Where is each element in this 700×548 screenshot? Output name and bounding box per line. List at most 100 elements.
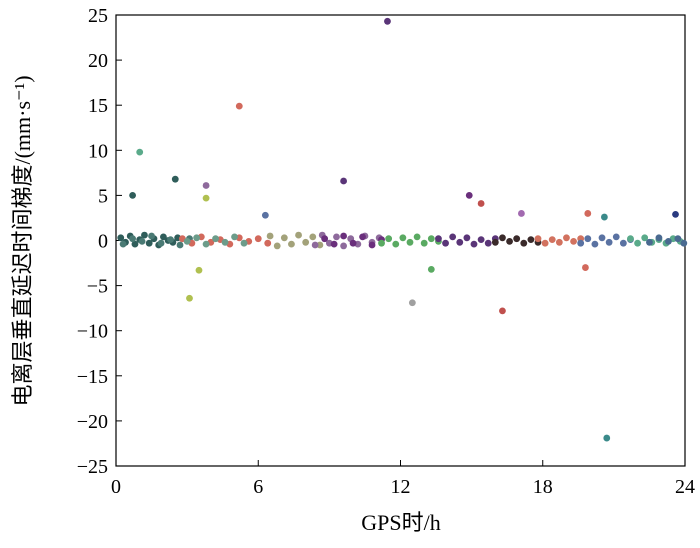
y-axis-ticks: −25 −20 −15 −10 −5 0 5 10 15 20 25 (77, 5, 122, 478)
data-point (148, 232, 155, 240)
data-point (359, 233, 366, 241)
y-tick-label: −25 (77, 456, 108, 478)
data-point (349, 239, 357, 247)
data-point (392, 240, 400, 248)
data-point (316, 241, 324, 249)
y-tick-label: 15 (88, 95, 108, 117)
data-point (384, 17, 391, 25)
data-point (582, 264, 589, 271)
data-point (413, 233, 421, 241)
data-point (333, 233, 340, 241)
y-tick-label: 25 (88, 5, 108, 27)
data-point (141, 231, 148, 239)
data-point (302, 238, 310, 246)
data-point (435, 235, 442, 243)
data-point (129, 235, 136, 243)
data-point (570, 238, 577, 245)
plot-area (115, 14, 686, 467)
data-point (406, 238, 414, 246)
data-point (221, 238, 229, 246)
data-point (408, 299, 416, 307)
plot-frame (115, 14, 686, 467)
y-axis-label: 电离层垂直延迟时间梯度/(mm·s⁻¹) (10, 75, 35, 406)
data-point (427, 235, 435, 243)
data-point (145, 239, 153, 247)
data-point (506, 238, 513, 245)
x-tick-label: 0 (111, 476, 121, 498)
data-point (484, 239, 492, 247)
data-point (591, 240, 599, 248)
data-point (288, 240, 295, 248)
data-point (513, 235, 521, 243)
data-point (330, 240, 338, 248)
data-point (646, 238, 653, 246)
data-point (548, 236, 556, 243)
data-point (399, 234, 407, 242)
data-point (131, 240, 139, 248)
data-point (470, 240, 478, 248)
x-tick-label: 24 (675, 476, 695, 498)
y-tick-label: 5 (98, 185, 108, 207)
data-point (273, 242, 281, 250)
x-tick-label: 18 (533, 476, 553, 498)
data-point (605, 238, 613, 246)
data-point (584, 210, 592, 217)
data-point (655, 234, 663, 242)
data-point (619, 239, 627, 247)
data-point (157, 239, 165, 247)
data-point (309, 233, 317, 241)
data-point (518, 210, 525, 217)
data-point (634, 239, 641, 247)
data-point (167, 236, 174, 243)
data-point (193, 234, 201, 242)
data-point (295, 231, 302, 239)
data-point (672, 210, 679, 218)
data-point (598, 234, 606, 242)
data-point (477, 200, 485, 207)
data-point (266, 232, 274, 240)
data-point (600, 213, 608, 221)
data-point (183, 238, 191, 245)
data-point (641, 234, 649, 242)
data-point (465, 192, 473, 199)
data-point (584, 235, 592, 243)
data-point (555, 238, 563, 246)
x-tick-label: 6 (253, 476, 263, 498)
y-tick-label: −15 (77, 366, 108, 388)
data-point (119, 240, 127, 248)
data-point (117, 234, 125, 242)
data-point (195, 266, 203, 274)
data-point (160, 233, 167, 241)
data-point (340, 177, 347, 185)
x-tick-label: 12 (391, 476, 411, 498)
data-point (340, 232, 347, 240)
data-point (674, 235, 682, 243)
data-point (456, 238, 464, 246)
data-point (499, 307, 506, 315)
data-point (212, 235, 219, 243)
data-point (202, 182, 210, 189)
data-point (340, 242, 347, 250)
data-point (202, 240, 210, 248)
data-points (117, 17, 688, 442)
data-point (491, 238, 499, 246)
data-point (499, 234, 506, 242)
x-axis-ticks: 0 6 12 18 24 (111, 460, 695, 498)
data-point (541, 239, 549, 247)
data-point (534, 235, 542, 243)
data-point (449, 233, 457, 241)
data-point (240, 239, 248, 247)
data-point (520, 239, 528, 247)
data-point (321, 235, 329, 243)
data-point (577, 239, 585, 247)
data-point (680, 239, 688, 247)
data-point (603, 434, 611, 442)
data-point (280, 234, 288, 242)
data-point (627, 235, 634, 243)
data-point (477, 236, 485, 243)
data-point (171, 175, 179, 183)
data-point (563, 234, 570, 242)
data-point (261, 211, 269, 219)
y-tick-label: −20 (77, 411, 108, 433)
